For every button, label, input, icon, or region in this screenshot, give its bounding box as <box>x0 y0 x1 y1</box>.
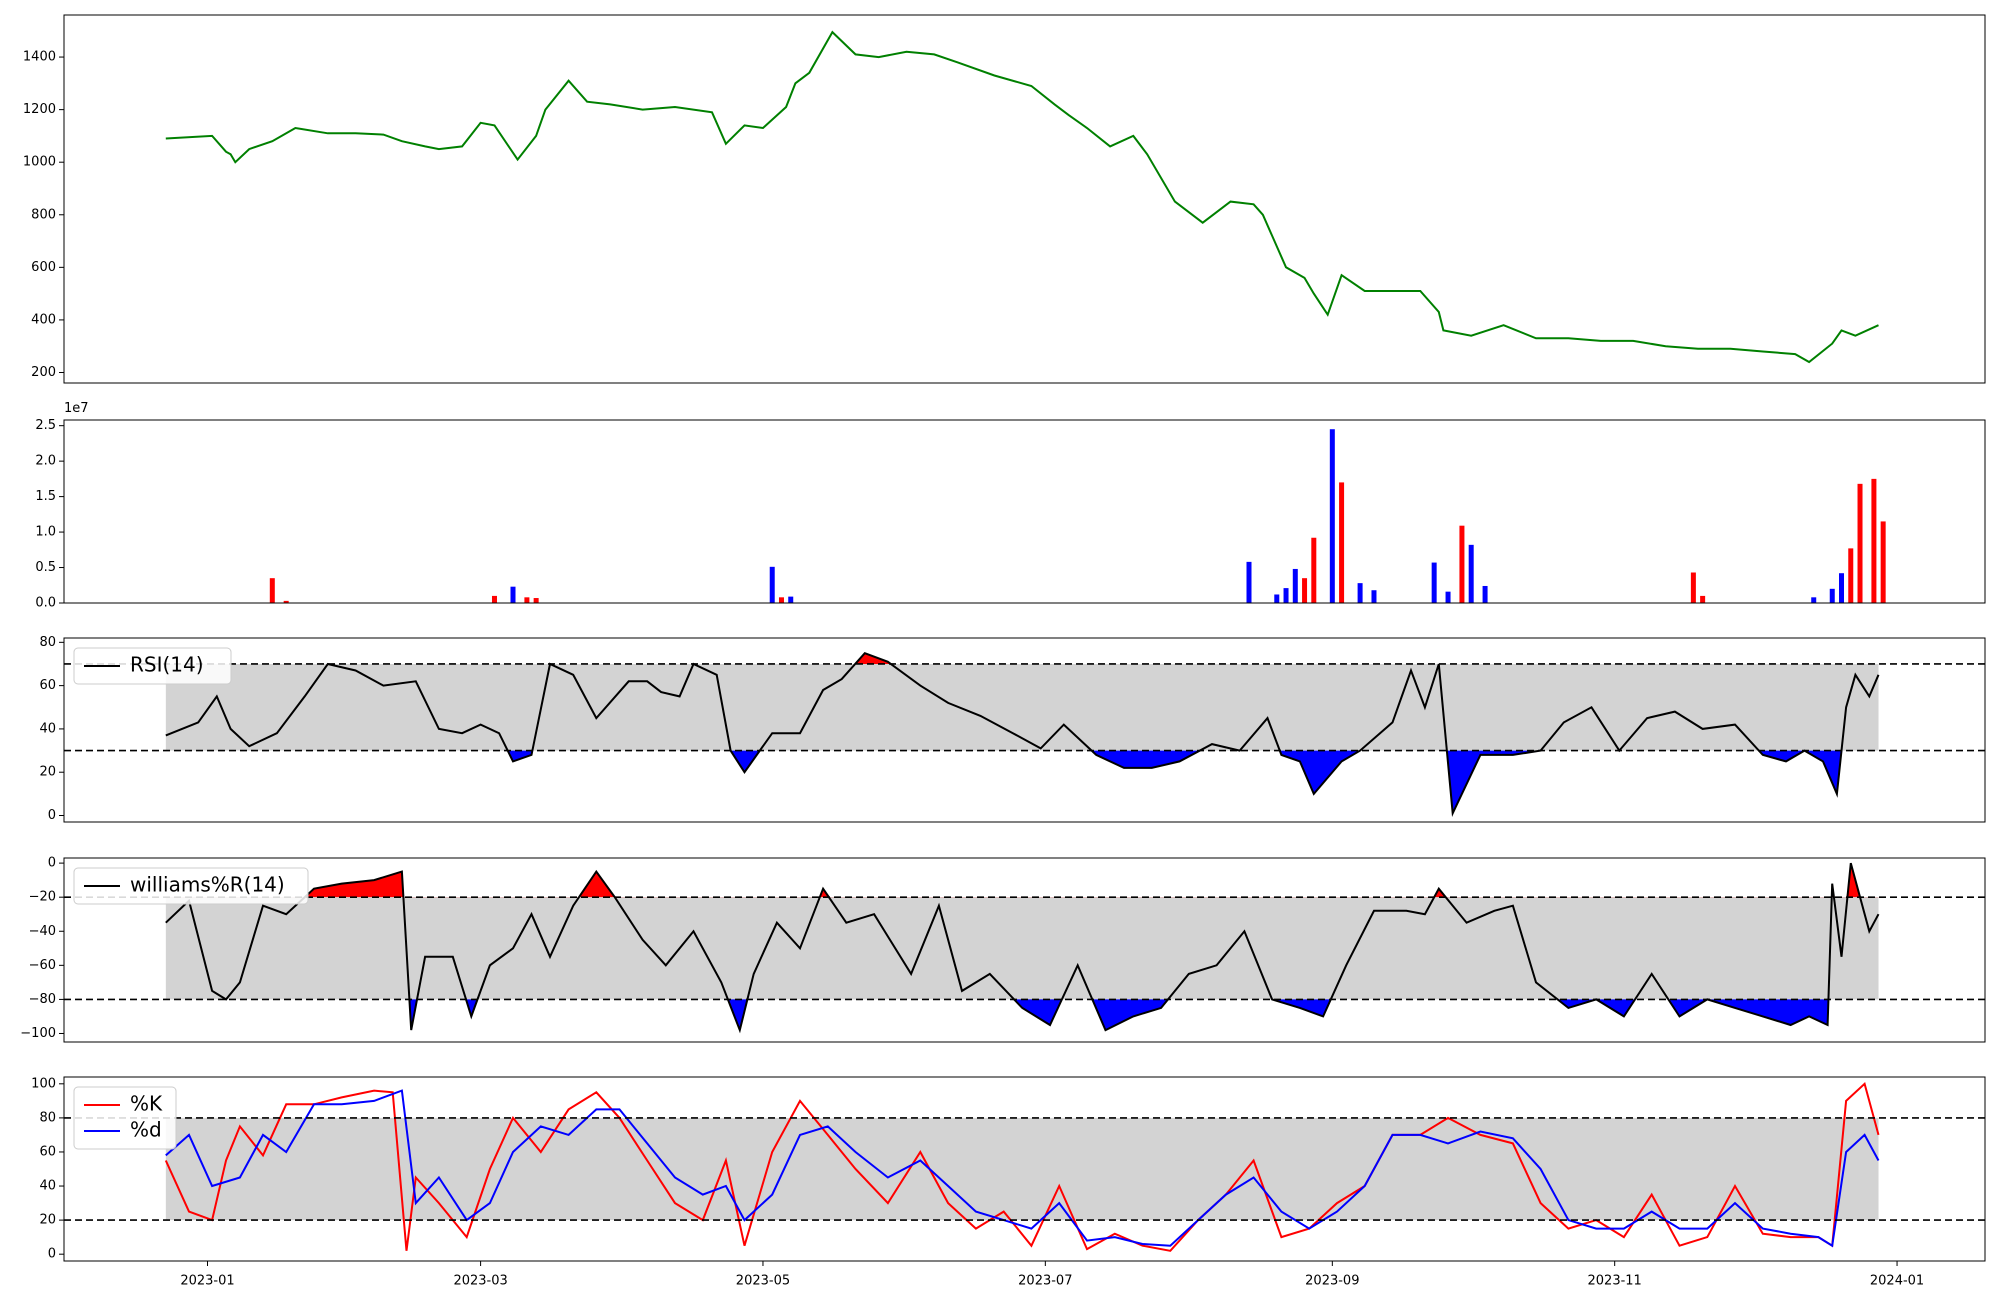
rsi-oversold-fill <box>165 750 1879 811</box>
rsi-ytick-label: 60 <box>39 678 56 693</box>
volume-bar <box>283 600 289 603</box>
volume-bar <box>1292 568 1298 603</box>
stoch-ytick-label: 40 <box>39 1179 56 1194</box>
rsi-ytick-label: 20 <box>39 765 56 780</box>
stoch-legend-label: %K <box>130 1092 163 1116</box>
price-ytick-label: 1400 <box>23 50 56 65</box>
volume-bar <box>1468 544 1474 603</box>
rsi-band <box>165 663 1879 751</box>
volume-bar <box>1371 590 1377 603</box>
williams-legend-label: williams%R(14) <box>130 873 285 897</box>
x-tick-label: 2023-07 <box>1018 1274 1072 1289</box>
volume-bar <box>1839 573 1845 603</box>
volume-bar <box>1700 595 1706 603</box>
volume-bar <box>1857 483 1863 603</box>
volume-bar <box>510 586 516 603</box>
volume-bar <box>533 598 539 603</box>
volume-ytick-label: 1.5 <box>35 489 56 504</box>
volume-bar <box>1302 578 1308 603</box>
volume-bar <box>1339 482 1345 603</box>
williams-ytick-label: 0 <box>48 856 56 871</box>
rsi-ytick-label: 40 <box>39 721 56 736</box>
volume-bar <box>1848 548 1854 603</box>
price-ytick-label: 1200 <box>23 102 56 117</box>
price-line <box>165 30 1879 364</box>
price-ytick-label: 600 <box>31 260 56 275</box>
rsi-ytick-label: 0 <box>48 808 56 823</box>
williams-band <box>165 897 1879 1000</box>
volume-bar <box>1482 585 1488 603</box>
volume-bar <box>1431 562 1437 603</box>
volume-frame <box>63 419 1986 604</box>
volume-bar <box>769 566 775 603</box>
volume-bar <box>1459 525 1465 603</box>
price-ytick-label: 400 <box>31 312 56 327</box>
stoch-frame <box>63 1076 1986 1262</box>
rsi-legend-label: RSI(14) <box>130 653 204 677</box>
x-tick-label: 2023-11 <box>1588 1274 1642 1289</box>
williams-ytick-label: −100 <box>20 1026 56 1041</box>
volume-bar <box>778 597 784 603</box>
volume-ytick-label: 0.5 <box>35 560 56 575</box>
williams-oversold-fill <box>165 999 1879 1030</box>
stoch-ytick-label: 20 <box>39 1213 56 1228</box>
stoch-legend <box>73 1086 177 1150</box>
volume-bar <box>1283 588 1289 603</box>
williams-frame <box>63 857 1986 1043</box>
x-tick-label: 2023-05 <box>736 1274 790 1289</box>
price-frame <box>63 14 1986 384</box>
volume-ytick-label: 1.0 <box>35 525 56 540</box>
williams-line <box>165 862 1880 1034</box>
stoch-legend-label: %d <box>130 1118 162 1142</box>
volume-bar <box>1880 521 1886 603</box>
volume-bar <box>1329 429 1335 603</box>
williams-ytick-label: −80 <box>29 992 56 1007</box>
volume-bar <box>1829 588 1835 603</box>
volume-bar <box>1811 597 1817 603</box>
volume-ytick-label: 0.0 <box>35 596 56 611</box>
x-tick-label: 2023-01 <box>180 1274 234 1289</box>
volume-scale-label: 1e7 <box>64 401 89 416</box>
stoch-ytick-label: 0 <box>48 1247 56 1262</box>
price-ytick-label: 200 <box>31 365 56 380</box>
stoch-ytick-label: 80 <box>39 1110 56 1125</box>
williams-overbought-fill <box>165 867 1879 898</box>
stoch-ytick-label: 60 <box>39 1144 56 1159</box>
rsi-line <box>165 652 1880 818</box>
volume-bar <box>1871 478 1877 603</box>
volume-bar <box>491 595 497 603</box>
volume-bar <box>1274 594 1280 603</box>
stoch-band <box>165 1117 1879 1221</box>
volume-bar <box>1357 583 1363 603</box>
williams-legend <box>73 867 309 905</box>
volume-bar <box>1246 561 1252 603</box>
rsi-frame <box>63 637 1986 823</box>
volume-bar <box>524 597 530 603</box>
volume-ytick-label: 2.5 <box>35 418 56 433</box>
price-ytick-label: 800 <box>31 207 56 222</box>
volume-bar <box>1690 572 1696 603</box>
volume-bar <box>788 596 794 603</box>
williams-ytick-label: −60 <box>29 958 56 973</box>
x-tick-label: 2023-09 <box>1305 1274 1359 1289</box>
rsi-ytick-label: 80 <box>39 635 56 650</box>
stoch-ytick-label: 100 <box>31 1076 56 1091</box>
williams-ytick-label: −20 <box>29 890 56 905</box>
williams-ytick-label: −40 <box>29 924 56 939</box>
volume-bar <box>269 578 275 603</box>
rsi-overbought-fill <box>165 653 1879 664</box>
stoch-d-line <box>165 1089 1880 1248</box>
price-ytick-label: 1000 <box>23 155 56 170</box>
x-tick-label: 2024-01 <box>1870 1274 1924 1289</box>
rsi-legend <box>73 647 232 685</box>
x-tick-label: 2023-03 <box>453 1274 507 1289</box>
volume-bar <box>1311 537 1317 603</box>
volume-ytick-label: 2.0 <box>35 454 56 469</box>
volume-bar <box>1445 591 1451 603</box>
